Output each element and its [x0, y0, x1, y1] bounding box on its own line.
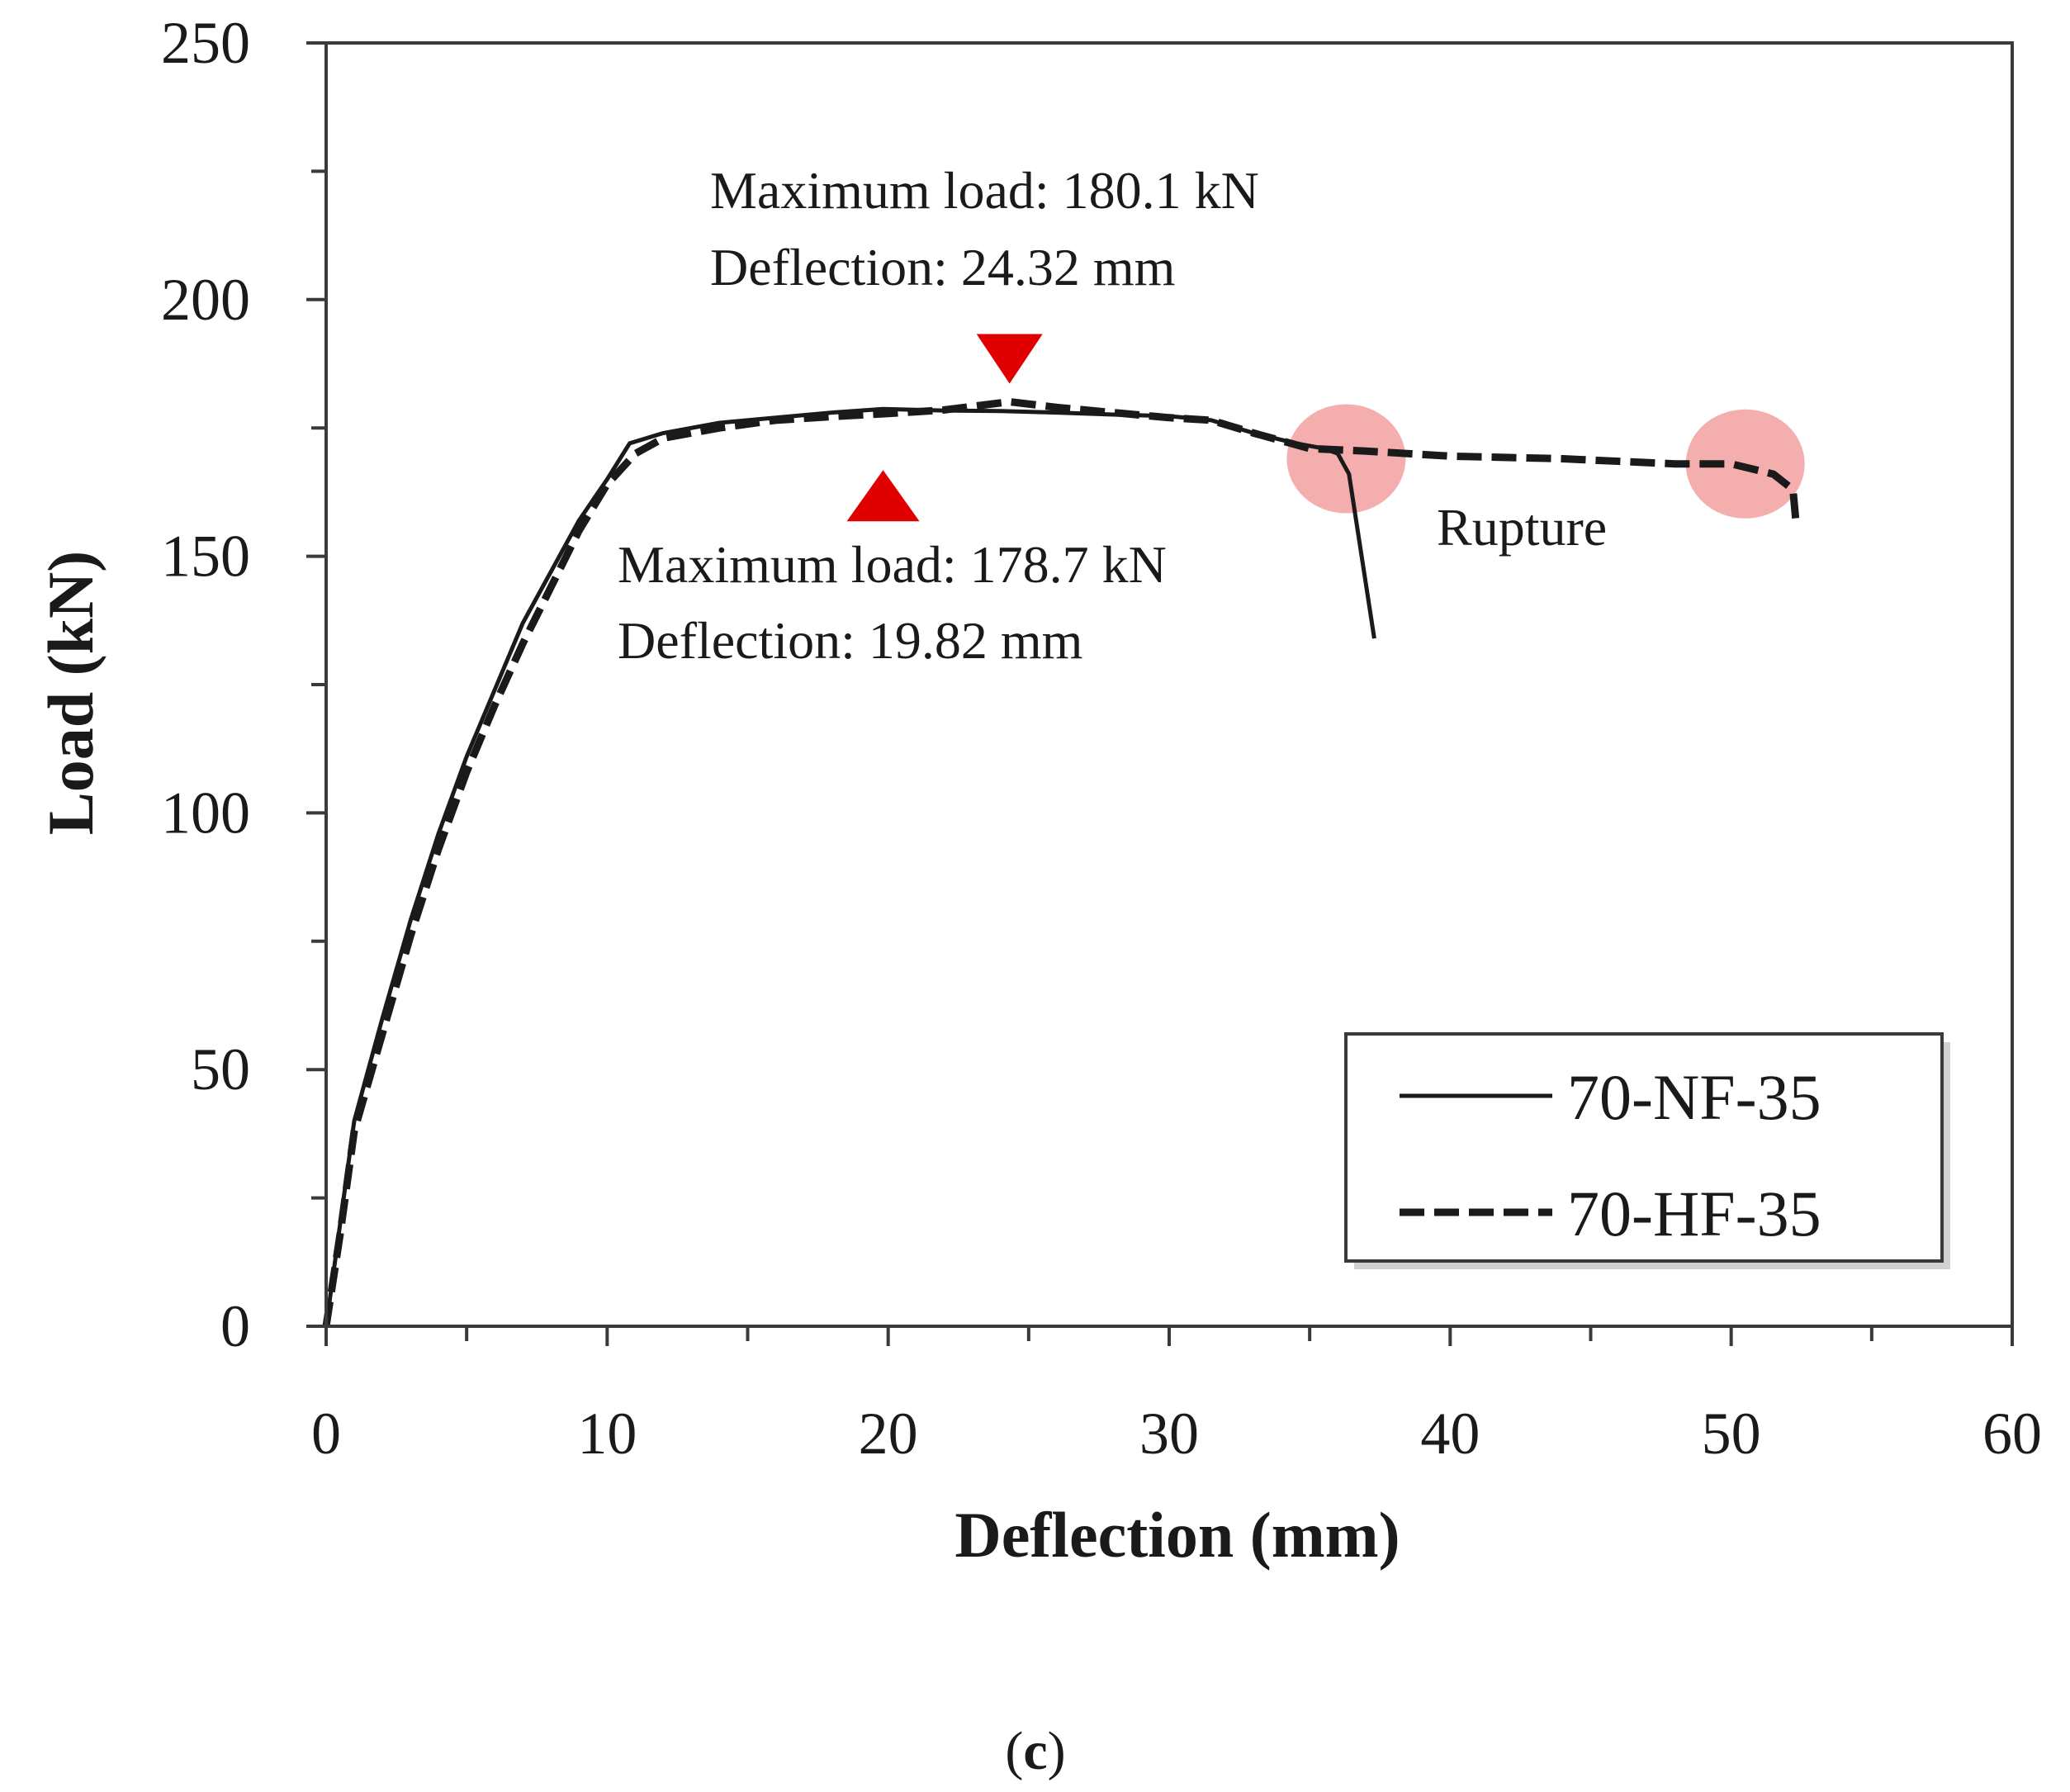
series-lines	[322, 398, 1800, 1327]
x-axis-title: Deflection (mm)	[954, 1499, 1400, 1571]
legend-box	[1344, 1032, 1944, 1263]
x-tick-label: 60	[1982, 1401, 2042, 1467]
legend-label-nf: 70-NF-35	[1567, 1061, 1821, 1133]
x-tick-label: 50	[1702, 1401, 1761, 1467]
max-load-marker-hf	[976, 334, 1043, 384]
figure-caption-letter: c	[1023, 1721, 1047, 1781]
x-tick-label: 10	[577, 1401, 637, 1467]
annotation-deflection-nf: Deflection: 19.82 mm	[618, 611, 1082, 670]
annotation-deflection-hf: Deflection: 24.32 mm	[710, 238, 1175, 296]
y-tick-label: 0	[220, 1293, 250, 1359]
annotation-max-load-hf: Maximum load: 180.1 kN	[710, 161, 1259, 220]
rupture-label: Rupture	[1437, 498, 1607, 557]
x-tick-label: 0	[311, 1401, 341, 1467]
figure-caption: (c)	[1005, 1721, 1065, 1781]
y-tick-label: 250	[161, 10, 250, 76]
legend-label-hf: 70-HF-35	[1567, 1178, 1821, 1249]
legend: 70-NF-35 70-HF-35	[1344, 1032, 1950, 1269]
x-tick-label: 30	[1139, 1401, 1199, 1467]
max-load-marker-nf	[846, 470, 920, 522]
x-tick-label: 40	[1420, 1401, 1480, 1467]
y-tick-label: 150	[161, 524, 250, 590]
y-axis-title: Load (kN)	[35, 551, 107, 836]
max-load-markers	[846, 334, 1043, 522]
x-tick-label: 20	[859, 1401, 918, 1467]
axis-ticks	[306, 41, 2014, 1346]
y-tick-label: 100	[161, 780, 250, 846]
annotation-max-load-nf: Maximum load: 178.7 kN	[618, 535, 1167, 594]
rupture-circle	[1286, 404, 1406, 514]
y-tick-label: 200	[161, 267, 250, 333]
series-line-70-hf-35	[322, 398, 1800, 1327]
tick-labels: 0 10 20 30 40 50 60 0 50 100 150 200 250	[161, 10, 2042, 1467]
y-tick-label: 50	[191, 1036, 250, 1102]
